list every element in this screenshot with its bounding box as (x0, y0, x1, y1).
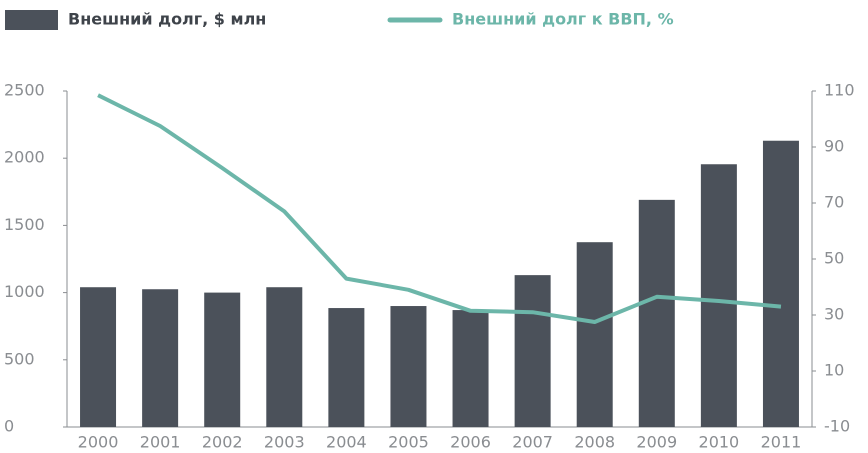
x-tick-label: 2009 (636, 433, 677, 452)
bar (638, 199, 675, 427)
bar (266, 287, 303, 427)
y2-tick-label: 110 (824, 81, 855, 100)
line (97, 93, 782, 324)
bar (80, 287, 117, 427)
bar (204, 292, 241, 427)
x-tick-label: 2010 (699, 433, 740, 452)
bar (762, 140, 799, 427)
x-tick-label: 2007 (512, 433, 553, 452)
y2-tick-label: 70 (824, 193, 844, 212)
bar (390, 306, 427, 427)
x-tick-label: 2005 (388, 433, 429, 452)
x-tick-label: 2008 (574, 433, 615, 452)
x-tick-label: 2004 (326, 433, 367, 452)
bar (700, 164, 737, 428)
y-tick-label: 2500 (4, 81, 45, 100)
y2-tick-label: 90 (824, 137, 844, 156)
x-tick-label: 2006 (450, 433, 491, 452)
y-tick-label: 1500 (4, 215, 45, 234)
bar (514, 275, 551, 427)
legend-label: Внешний долг к ВВП, % (452, 10, 674, 29)
x-tick-label: 2002 (202, 433, 243, 452)
legend-label: Внешний долг, $ млн (68, 10, 266, 29)
bar (576, 242, 613, 427)
x-tick-label: 2011 (761, 433, 802, 452)
y-tick-label: 2000 (4, 148, 45, 167)
y2-tick-label: -10 (824, 417, 850, 436)
y-tick-label: 1000 (4, 282, 45, 301)
bar (328, 308, 365, 427)
y2-tick-label: 50 (824, 249, 844, 268)
bar (452, 310, 489, 427)
x-tick-label: 2000 (78, 433, 119, 452)
x-tick-label: 2001 (140, 433, 181, 452)
y2-tick-label: 30 (824, 305, 844, 324)
y2-tick-label: 10 (824, 361, 844, 380)
bar (142, 289, 179, 427)
x-tick-label: 2003 (264, 433, 305, 452)
y-tick-label: 0 (4, 417, 14, 436)
legend-swatch (5, 10, 58, 30)
y-tick-label: 500 (4, 349, 35, 368)
